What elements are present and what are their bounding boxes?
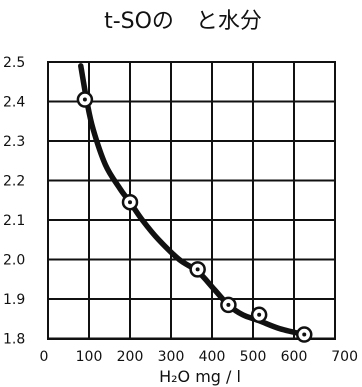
data-point-center [226,302,231,307]
x-tick-label: 100 [76,349,103,365]
x-tick-label: 400 [199,349,226,365]
series-markers-layer [76,91,313,343]
y-tick-label: 2.5 [3,55,25,71]
series-curve-layer [78,63,308,338]
y-tick-label: 2.0 [3,253,25,269]
x-tick-label: 600 [281,349,308,365]
x-axis-ticks: 0 100 200 300 400 500 600 700 [40,349,358,365]
grid [47,61,336,340]
y-tick-label: 1.8 [3,332,25,348]
data-point-center [302,332,307,337]
data-point-center [195,267,200,272]
x-tick-label: 700 [331,349,358,365]
x-tick-label: 0 [40,349,49,365]
x-tick-label: 200 [117,349,144,365]
chart-title: t-SOの と水分 [104,9,262,34]
y-tick-label: 2.3 [3,134,25,150]
data-point-center [82,97,87,102]
data-point-center [257,312,262,317]
plot-frame [47,61,336,340]
y-tick-label: 2.1 [3,213,25,229]
series-curve [78,63,308,338]
y-tick-label: 2.2 [3,174,25,190]
y-tick-label: 1.9 [3,292,25,308]
y-tick-label: 2.4 [3,95,25,111]
x-tick-label: 300 [158,349,185,365]
x-axis-label: H₂O mg / l [159,367,241,386]
x-tick-label: 500 [240,349,267,365]
y-axis-ticks: 2.5 2.4 2.3 2.2 2.1 2.0 1.9 1.8 [3,55,25,348]
data-point-center [128,200,132,205]
